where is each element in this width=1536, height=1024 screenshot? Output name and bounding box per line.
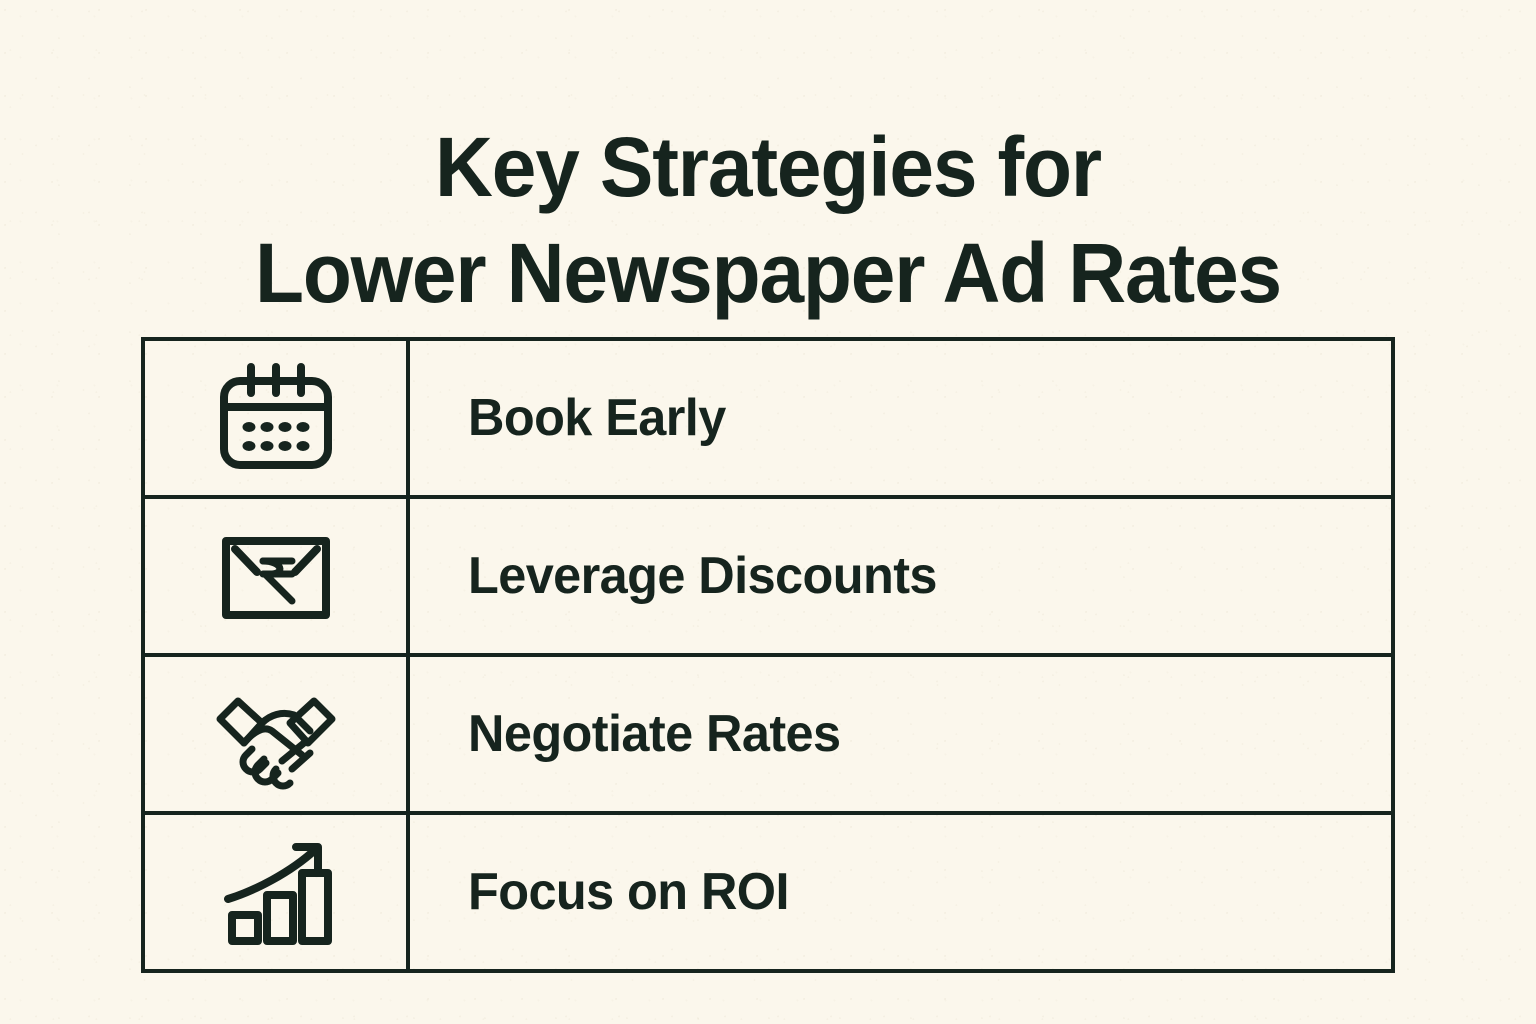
- row-label: Book Early: [468, 389, 726, 447]
- calendar-icon: [210, 359, 342, 477]
- strategies-table: Book Early: [141, 337, 1395, 973]
- growth-chart-icon: [210, 833, 342, 951]
- row-label: Negotiate Rates: [468, 705, 841, 763]
- table-row[interactable]: Leverage Discounts: [145, 499, 1391, 657]
- row-label: Focus on ROI: [468, 863, 789, 921]
- row-icon-cell: [145, 341, 410, 495]
- handshake-icon: [206, 675, 346, 793]
- table-row[interactable]: Negotiate Rates: [145, 657, 1391, 815]
- row-label-cell: Focus on ROI: [410, 815, 1391, 969]
- page-title: Key Strategies for Lower Newspaper Ad Ra…: [254, 120, 1282, 321]
- row-label: Leverage Discounts: [468, 547, 937, 605]
- table-row[interactable]: Book Early: [145, 341, 1391, 499]
- row-icon-cell: [145, 657, 410, 811]
- row-icon-cell: [145, 815, 410, 969]
- table-row[interactable]: Focus on ROI: [145, 815, 1391, 969]
- row-label-cell: Negotiate Rates: [410, 657, 1391, 811]
- row-label-cell: Book Early: [410, 341, 1391, 495]
- envelope-rupee-icon: [210, 517, 342, 635]
- row-icon-cell: [145, 499, 410, 653]
- row-label-cell: Leverage Discounts: [410, 499, 1391, 653]
